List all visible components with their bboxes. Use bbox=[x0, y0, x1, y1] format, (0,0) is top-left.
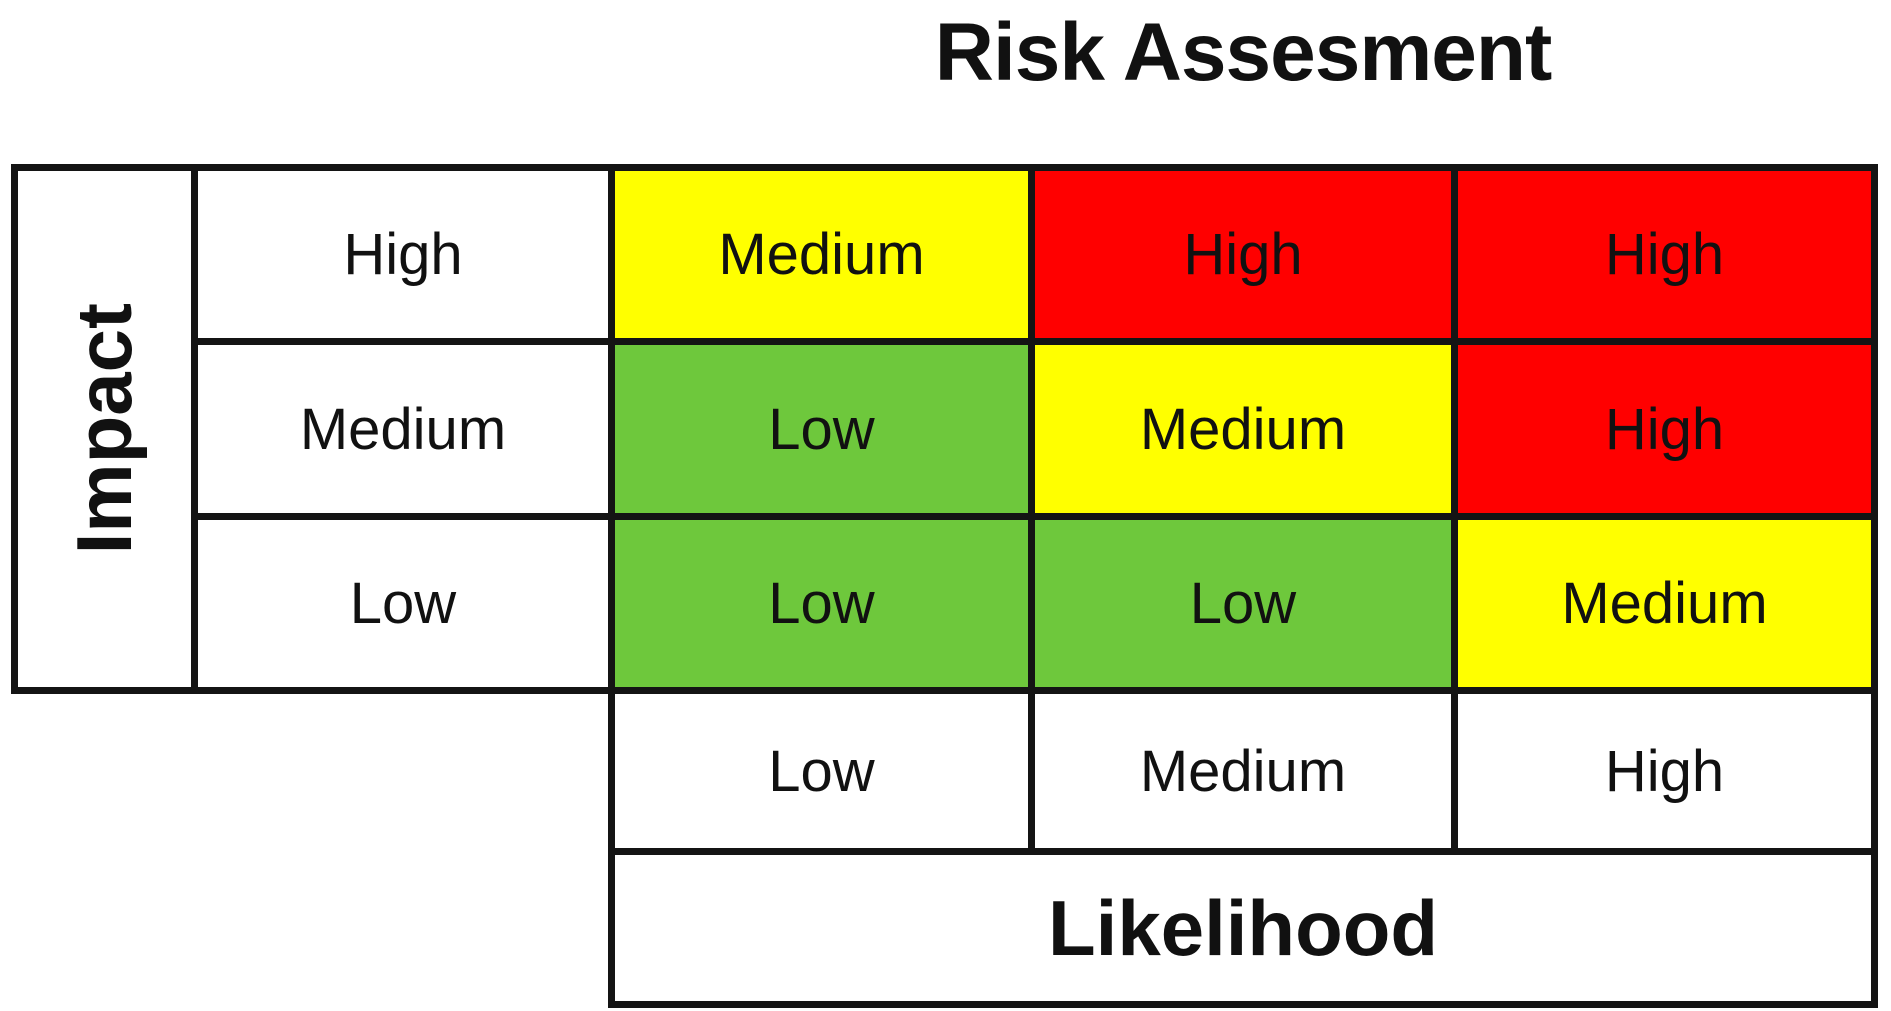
likelihood-level-high: High bbox=[1458, 694, 1871, 848]
impact-axis-label: Impact bbox=[60, 303, 148, 555]
likelihood-level-medium: Medium bbox=[1035, 694, 1451, 848]
matrix-cell-low-impact-low-likelihood: Low bbox=[615, 520, 1028, 687]
impact-level-high: High bbox=[198, 171, 608, 338]
matrix-cell-medium-impact-low-likelihood: Low bbox=[615, 345, 1028, 513]
matrix-cell-medium-impact-medium-likelihood: Medium bbox=[1035, 345, 1451, 513]
risk-matrix-block: Medium High High Low Medium High Low Low… bbox=[608, 164, 1878, 1008]
impact-axis-block: Impact High Medium Low bbox=[11, 164, 608, 694]
matrix-cell-high-impact-low-likelihood: Medium bbox=[615, 171, 1028, 338]
impact-axis-title-cell: Impact bbox=[18, 171, 191, 687]
matrix-cell-high-impact-high-likelihood: High bbox=[1458, 171, 1871, 338]
matrix-cell-medium-impact-high-likelihood: High bbox=[1458, 345, 1871, 513]
matrix-cell-low-impact-high-likelihood: Medium bbox=[1458, 520, 1871, 687]
likelihood-axis-label: Likelihood bbox=[615, 855, 1871, 1001]
page-title: Risk Assesment bbox=[934, 7, 1553, 98]
matrix-cell-high-impact-medium-likelihood: High bbox=[1035, 171, 1451, 338]
impact-level-medium: Medium bbox=[198, 345, 608, 513]
matrix-cell-low-impact-medium-likelihood: Low bbox=[1035, 520, 1451, 687]
likelihood-level-low: Low bbox=[615, 694, 1028, 848]
impact-level-low: Low bbox=[198, 520, 608, 687]
